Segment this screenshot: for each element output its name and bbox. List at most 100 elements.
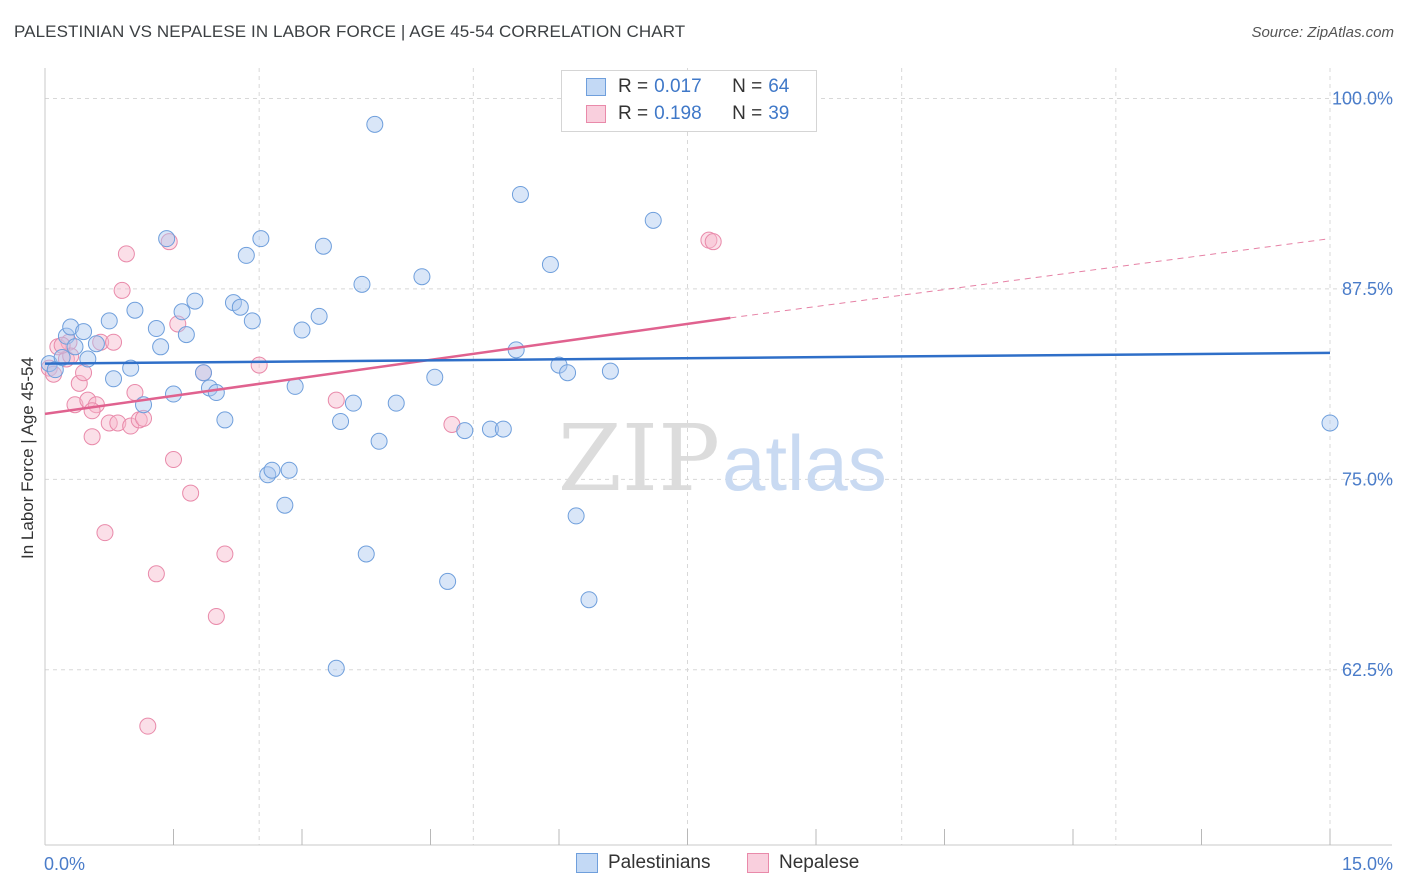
- nepalese-point: [113, 281, 131, 299]
- chart-title: PALESTINIAN VS NEPALESE IN LABOR FORCE |…: [14, 22, 686, 41]
- n-value: 64: [768, 76, 790, 97]
- nepalese-trend-line: [44, 316, 731, 416]
- palestinians-point: [456, 422, 474, 440]
- palestinians-point: [75, 323, 93, 341]
- r-label: R =: [618, 103, 649, 124]
- palestinians-point: [177, 326, 195, 344]
- palestinians-point: [366, 115, 384, 133]
- palestinians-point: [353, 275, 371, 293]
- legend-label-nepalese: Nepalese: [779, 852, 860, 873]
- palestinians-point: [126, 301, 144, 319]
- nepalese-point: [105, 333, 123, 351]
- palestinians-trend-line: [44, 351, 1331, 365]
- nepalese-point: [327, 391, 345, 409]
- nepalese-point: [75, 364, 93, 382]
- nepalese-swatch: [586, 105, 606, 123]
- nepalese-point: [147, 565, 165, 583]
- nepalese-point: [250, 356, 268, 374]
- nepalese-point: [135, 409, 153, 427]
- legend-row-nepalese: R = 0.198 N = 39: [586, 102, 789, 126]
- palestinians-point: [511, 185, 529, 203]
- palestinians-point: [280, 461, 298, 479]
- x-tick-label: 15.0%: [1342, 854, 1393, 874]
- palestinians-point: [439, 572, 457, 590]
- y-tick-label: 75.0%: [1342, 469, 1393, 489]
- nepalese-point: [70, 374, 88, 392]
- tick-labels: 62.5% 75.0% 87.5% 100.0% 0.0% 15.0%: [44, 88, 1393, 874]
- palestinians-point: [173, 303, 191, 321]
- legend-item-nepalese[interactable]: Nepalese: [747, 852, 859, 874]
- palestinians-point: [147, 320, 165, 338]
- watermark-atlas: atlas: [722, 419, 887, 507]
- palestinians-point: [62, 318, 80, 336]
- palestinians-point: [426, 368, 444, 386]
- n-label: N =: [732, 76, 763, 97]
- nepalese-point: [109, 414, 127, 432]
- palestinians-point: [263, 461, 281, 479]
- nepalese-trend-extension: [730, 238, 1331, 319]
- palestinians-point: [293, 321, 311, 339]
- palestinians-point: [327, 659, 345, 677]
- r-value: 0.017: [654, 76, 702, 97]
- palestinians-point: [53, 348, 71, 366]
- x-tick-label: 0.0%: [44, 854, 85, 874]
- nepalese-point: [207, 607, 225, 625]
- palestinians-point: [87, 335, 105, 353]
- palestinians-point: [494, 420, 512, 438]
- nepalese-point: [182, 484, 200, 502]
- correlation-legend: R = 0.017 N = 64 R = 0.198 N = 39: [561, 70, 817, 132]
- palestinians-point: [79, 350, 97, 368]
- palestinians-point: [186, 292, 204, 310]
- series-legend: Palestinians Nepalese: [0, 852, 1406, 878]
- nepalese-point: [53, 336, 71, 354]
- trend-lines: [44, 238, 1331, 416]
- y-tick-label: 62.5%: [1342, 660, 1393, 680]
- palestinians-point: [207, 384, 225, 402]
- palestinians-point: [252, 230, 270, 248]
- y-tick-label: 87.5%: [1342, 279, 1393, 299]
- nepalese-point: [160, 233, 178, 251]
- palestinians-point: [601, 362, 619, 380]
- nepalese-point: [83, 402, 101, 420]
- palestinians-point: [370, 432, 388, 450]
- palestinians-point: [310, 307, 328, 325]
- palestinians-point: [194, 364, 212, 382]
- palestinians-point: [644, 211, 662, 229]
- palestinians-point: [332, 412, 350, 430]
- palestinians-point: [158, 230, 176, 248]
- axes: [44, 68, 1392, 846]
- palestinians-swatch: [576, 853, 598, 873]
- nepalese-swatch: [747, 853, 769, 873]
- palestinians-point: [152, 338, 170, 356]
- palestinians-point: [1321, 414, 1339, 432]
- palestinians-point: [105, 370, 123, 388]
- nepalese-point: [122, 417, 140, 435]
- nepalese-point: [139, 717, 157, 735]
- palestinians-point: [413, 268, 431, 286]
- nepalese-point: [117, 245, 135, 263]
- palestinians-point: [243, 312, 261, 330]
- r-value: 0.198: [654, 103, 702, 124]
- palestinians-points: [40, 88, 1339, 677]
- palestinians-point: [580, 591, 598, 609]
- legend-item-palestinians[interactable]: Palestinians: [576, 852, 710, 874]
- palestinians-point: [237, 246, 255, 264]
- palestinians-point: [276, 496, 294, 514]
- source-credit: Source: ZipAtlas.com: [1251, 24, 1394, 41]
- watermark-zip: ZIP: [558, 405, 720, 512]
- n-label: N =: [732, 103, 763, 124]
- palestinians-point: [314, 237, 332, 255]
- palestinians-point: [559, 364, 577, 382]
- palestinians-point: [387, 394, 405, 412]
- n-value: 39: [768, 103, 790, 124]
- palestinians-point: [567, 507, 585, 525]
- grid-lines: [45, 68, 1392, 845]
- nepalese-point: [100, 414, 118, 432]
- palestinians-point: [344, 394, 362, 412]
- palestinians-point: [100, 312, 118, 330]
- nepalese-point: [165, 451, 182, 469]
- palestinians-point: [231, 298, 249, 316]
- nepalese-point: [96, 524, 114, 542]
- y-tick-label: 100.0%: [1332, 88, 1393, 108]
